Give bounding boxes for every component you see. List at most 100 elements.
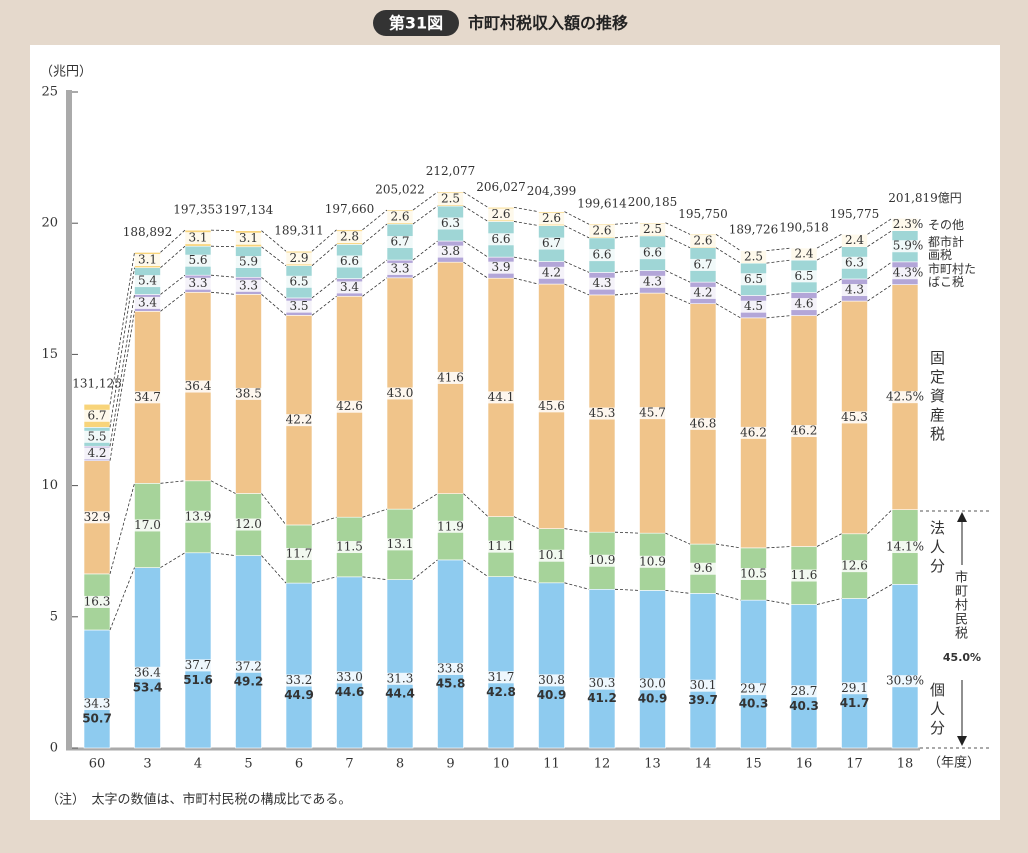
connector xyxy=(412,559,438,580)
connector xyxy=(867,284,893,302)
total-label: 197,660 xyxy=(325,202,375,216)
connector xyxy=(665,532,691,545)
label-bg xyxy=(690,286,716,299)
connector xyxy=(109,267,135,428)
connector xyxy=(463,493,489,517)
value-label: 2.5 xyxy=(744,249,763,263)
value-label: 2.4 xyxy=(845,233,864,247)
label-bg xyxy=(488,540,514,553)
value-label: 3.1 xyxy=(138,253,157,267)
connector xyxy=(614,292,640,296)
connector xyxy=(109,252,135,405)
connector xyxy=(867,509,893,535)
label-bg xyxy=(538,400,565,413)
connector xyxy=(715,281,741,296)
x-tick-label: 7 xyxy=(345,757,353,772)
connector xyxy=(867,218,893,235)
bar-segment xyxy=(891,584,919,749)
label-bg xyxy=(791,270,817,283)
value-label: 11.6 xyxy=(791,568,818,582)
label-bg xyxy=(538,674,565,687)
label-bg xyxy=(134,254,161,267)
bar-segment xyxy=(184,552,212,749)
label-bg xyxy=(235,256,262,269)
connector xyxy=(513,221,539,226)
x-tick-label: 3 xyxy=(143,757,151,772)
label-bg xyxy=(134,296,161,309)
value-label: 34.3 xyxy=(84,696,111,710)
connector xyxy=(109,483,135,575)
value-label: 12.6 xyxy=(841,559,868,573)
resident-tax-label: 40.9 xyxy=(638,692,668,706)
total-label: 201,819億円 xyxy=(888,191,962,205)
label-bg xyxy=(235,387,262,400)
connector xyxy=(412,493,438,510)
label-bg xyxy=(437,662,464,675)
value-label: 3.4 xyxy=(340,280,359,294)
resident-tax-label: 41.2 xyxy=(587,691,617,705)
value-label: 6.7 xyxy=(693,257,712,271)
label-bg xyxy=(841,256,868,269)
label-bg xyxy=(791,298,817,311)
resident-tax-label: 44.4 xyxy=(385,686,415,700)
x-tick-label: 15 xyxy=(745,757,762,772)
value-label: 3.5 xyxy=(289,299,308,313)
bar-segment xyxy=(235,555,262,749)
label-bg xyxy=(185,254,211,267)
connector xyxy=(463,240,489,258)
x-tick-label: 11 xyxy=(543,757,560,772)
connector xyxy=(665,222,691,235)
bar-segment xyxy=(639,590,666,749)
value-label: 3.4 xyxy=(138,295,157,309)
label-bg xyxy=(235,518,262,531)
connector xyxy=(311,244,337,266)
resident-tax-label: 39.7 xyxy=(688,693,718,707)
value-label: 45.3 xyxy=(589,406,616,420)
connector xyxy=(816,533,842,547)
value-label: 37.7 xyxy=(185,658,212,672)
value-label: 29.1 xyxy=(841,681,868,695)
connector xyxy=(463,261,489,279)
connector xyxy=(665,270,691,283)
value-label: 31.3 xyxy=(387,671,414,685)
resident-tax-label: 40.9 xyxy=(537,688,567,702)
value-label: 6.5 xyxy=(744,272,763,286)
y-tick-label: 5 xyxy=(50,609,58,624)
label-bg xyxy=(690,562,716,575)
value-label: 3.1 xyxy=(188,231,207,245)
chart-title: 市町村税収入額の推移 xyxy=(468,14,628,33)
value-label: 30.1 xyxy=(690,678,717,692)
value-label: 6.7 xyxy=(390,235,409,249)
resident-tax-label: 40.3 xyxy=(739,697,769,711)
connector xyxy=(564,261,590,273)
connector xyxy=(614,588,640,591)
connector xyxy=(766,292,792,296)
value-label: 5.6 xyxy=(188,253,207,267)
bar-segment xyxy=(285,582,313,749)
label-bg xyxy=(841,284,868,297)
value-label: 2.5 xyxy=(643,222,662,236)
connector xyxy=(362,277,388,297)
value-label: 38.5 xyxy=(235,386,262,400)
value-label: 44.1 xyxy=(488,390,515,404)
x-tick-label: 6 xyxy=(295,757,303,772)
value-label: 46.8 xyxy=(690,416,717,430)
connector xyxy=(362,223,388,245)
label-bg xyxy=(134,666,161,679)
total-label: 195,750 xyxy=(678,207,728,221)
value-label: 6.7 xyxy=(87,408,106,422)
connector xyxy=(311,229,337,252)
label-bg xyxy=(639,247,666,260)
connector xyxy=(463,559,489,577)
label-bg xyxy=(589,554,615,567)
label-bg xyxy=(841,560,868,573)
connector xyxy=(261,555,287,584)
label-bg xyxy=(286,414,312,427)
value-label: 6.3 xyxy=(845,255,864,269)
y-axis xyxy=(66,90,72,750)
label-bg xyxy=(791,569,817,582)
connector xyxy=(665,235,691,249)
label-bg xyxy=(235,279,262,292)
label-bg xyxy=(639,223,666,236)
